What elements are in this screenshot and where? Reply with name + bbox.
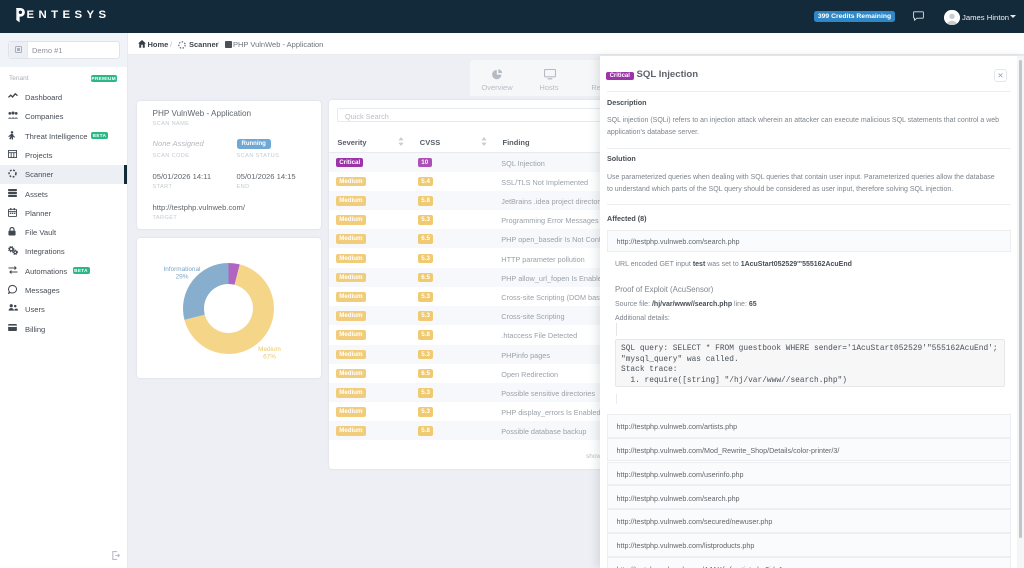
svg-text:Medium: Medium — [258, 346, 281, 353]
svg-text:29%: 29% — [176, 274, 189, 281]
svg-text:67%: 67% — [263, 353, 276, 360]
svg-text:Informational: Informational — [164, 266, 201, 273]
